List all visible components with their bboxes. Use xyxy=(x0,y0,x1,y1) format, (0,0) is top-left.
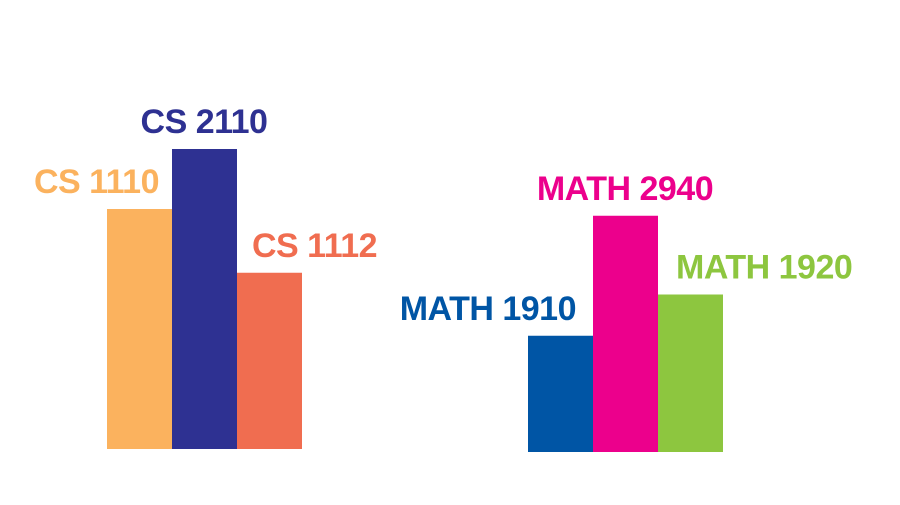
bar-math-1920 xyxy=(658,294,723,452)
bar-label-math-1910: MATH 1910 xyxy=(400,290,576,328)
bar-math-2940 xyxy=(593,215,658,452)
bar-label-cs-1110: CS 1110 xyxy=(34,163,159,201)
bar-label-math-2940: MATH 2940 xyxy=(537,170,713,208)
bar-cs-2110 xyxy=(172,149,237,449)
bar-label-math-1920: MATH 1920 xyxy=(676,249,852,287)
bar-label-cs-1112: CS 1112 xyxy=(252,227,377,265)
bar-math-1910 xyxy=(528,335,593,452)
bar-label-cs-2110: CS 2110 xyxy=(141,103,268,141)
bar-cs-1110 xyxy=(107,209,172,449)
bars-layer xyxy=(107,149,723,452)
bar-cs-1112 xyxy=(237,272,302,449)
labels-layer: CS 1110 CS 2110 CS 1112 MATH 1910 MATH 2940 M… xyxy=(34,103,853,328)
